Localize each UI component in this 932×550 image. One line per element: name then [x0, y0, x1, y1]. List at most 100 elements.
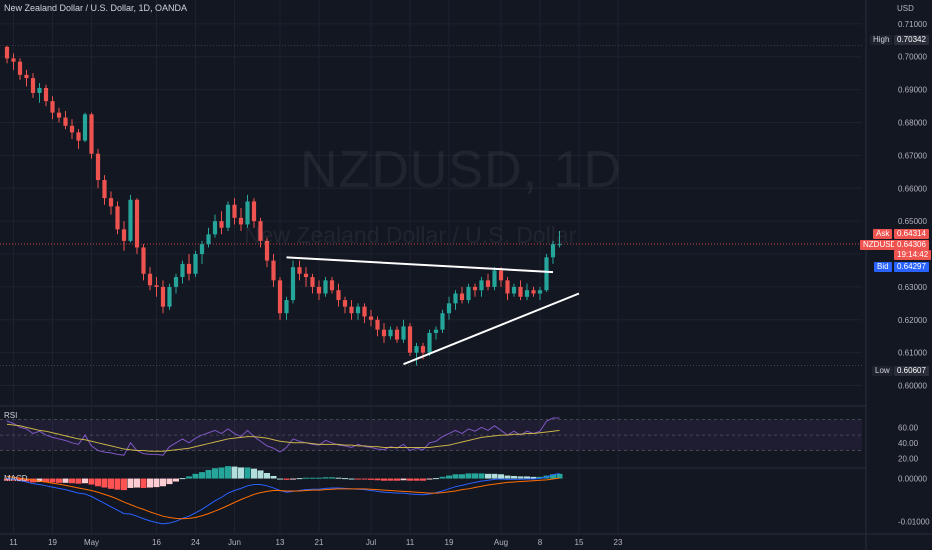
macd-label[interactable]: MACD — [4, 474, 28, 483]
macd-histogram-bar[interactable] — [88, 478, 95, 485]
macd-histogram-bar[interactable] — [446, 475, 452, 479]
candle-body[interactable] — [446, 303, 452, 314]
macd-histogram-bar[interactable] — [140, 478, 147, 488]
candle-body[interactable] — [303, 273, 309, 278]
macd-histogram-bar[interactable] — [550, 474, 556, 479]
candle-body[interactable] — [76, 132, 81, 141]
candle-body[interactable] — [199, 244, 205, 255]
macd-histogram-bar[interactable] — [205, 470, 212, 479]
candle-body[interactable] — [511, 286, 517, 294]
candle-body[interactable] — [453, 293, 458, 304]
candle-body[interactable] — [375, 319, 380, 330]
candle-body[interactable] — [186, 263, 192, 274]
candle-body[interactable] — [544, 257, 549, 291]
macd-histogram-bar[interactable] — [56, 478, 62, 483]
candle-body[interactable] — [258, 221, 263, 241]
macd-histogram-bar[interactable] — [472, 473, 478, 479]
macd-histogram-bar[interactable] — [199, 472, 205, 479]
candle-body[interactable] — [206, 234, 211, 245]
trendline[interactable] — [403, 292, 580, 366]
macd-histogram-bar[interactable] — [82, 478, 88, 484]
candle-body[interactable] — [212, 221, 218, 235]
macd-histogram-bar[interactable] — [348, 478, 355, 480]
candle-body[interactable] — [316, 286, 322, 294]
macd-histogram-bar[interactable] — [36, 478, 43, 482]
macd-histogram-bar[interactable] — [277, 478, 283, 480]
macd-histogram-bar[interactable] — [95, 478, 101, 487]
candle-body[interactable] — [108, 198, 114, 207]
candle-body[interactable] — [342, 300, 348, 307]
macd-histogram-bar[interactable] — [264, 472, 270, 479]
macd-histogram-bar[interactable] — [387, 478, 394, 481]
candle-body[interactable] — [56, 112, 62, 118]
macd-histogram-bar[interactable] — [465, 473, 472, 479]
macd-histogram-bar[interactable] — [153, 478, 160, 488]
macd-histogram-bar[interactable] — [186, 476, 192, 479]
macd-pane[interactable] — [4, 466, 563, 525]
candle-body[interactable] — [167, 286, 172, 307]
macd-histogram-bar[interactable] — [485, 473, 491, 479]
candle-body[interactable] — [537, 290, 543, 294]
candle-body[interactable] — [440, 313, 445, 330]
candle-body[interactable] — [420, 346, 426, 353]
candle-body[interactable] — [381, 329, 387, 337]
candle-body[interactable] — [459, 293, 465, 301]
candle-body[interactable] — [485, 280, 491, 287]
price-pane[interactable] — [0, 45, 862, 366]
candle-body[interactable] — [498, 270, 504, 281]
candle-body[interactable] — [472, 286, 478, 291]
candle-body[interactable] — [531, 290, 536, 294]
trendline[interactable] — [286, 256, 554, 274]
macd-histogram-bar[interactable] — [192, 473, 199, 479]
candle-body[interactable] — [37, 87, 42, 93]
candle-body[interactable] — [388, 329, 393, 337]
macd-histogram-bar[interactable] — [303, 477, 309, 479]
macd-histogram-bar[interactable] — [69, 478, 75, 484]
candle-body[interactable] — [297, 267, 302, 274]
candle-body[interactable] — [232, 204, 237, 218]
candle-body[interactable] — [225, 204, 231, 228]
macd-histogram-bar[interactable] — [537, 476, 543, 479]
candle-body[interactable] — [414, 346, 419, 353]
candle-body[interactable] — [43, 87, 49, 102]
macd-histogram-bar[interactable] — [225, 466, 231, 479]
macd-histogram-bar[interactable] — [374, 478, 381, 481]
candle-body[interactable] — [121, 229, 127, 241]
candle-body[interactable] — [238, 217, 244, 225]
symbol-title[interactable]: New Zealand Dollar / U.S. Dollar, 1D, OA… — [4, 3, 188, 13]
candle-body[interactable] — [323, 280, 328, 294]
candle-body[interactable] — [69, 125, 75, 133]
candle-body[interactable] — [284, 300, 289, 314]
macd-histogram-bar[interactable] — [517, 476, 524, 479]
macd-histogram-bar[interactable] — [134, 478, 140, 488]
time-axis[interactable]: 11 19 May 16 24 Jun 13 21 Jul 11 19 Aug 8 15 23 — [9, 538, 623, 547]
rsi-line[interactable] — [6, 417, 560, 456]
macd-histogram-bar[interactable] — [335, 477, 342, 479]
candle-body[interactable] — [492, 270, 497, 287]
candle-body[interactable] — [193, 254, 198, 274]
macd-histogram-bar[interactable] — [439, 476, 446, 479]
signal-line[interactable] — [6, 475, 560, 520]
candle-body[interactable] — [277, 280, 283, 314]
macd-histogram-bar[interactable] — [426, 478, 433, 480]
macd-histogram-bar[interactable] — [179, 478, 186, 480]
candle-body[interactable] — [329, 280, 335, 291]
macd-histogram-bar[interactable] — [166, 478, 173, 485]
price-axis[interactable]: 0.71000 0.70000 0.69000 0.68000 0.67000 0.660… — [898, 20, 930, 526]
candle-body[interactable] — [115, 206, 120, 230]
macd-histogram-bar[interactable] — [322, 477, 329, 479]
candle-body[interactable] — [518, 286, 523, 297]
macd-histogram-bar[interactable] — [524, 476, 530, 479]
candle-body[interactable] — [349, 306, 354, 314]
candle-body[interactable] — [89, 114, 94, 154]
macd-histogram-bar[interactable] — [491, 473, 498, 479]
macd-histogram-bar[interactable] — [251, 468, 257, 479]
rsi-ma-line[interactable] — [6, 423, 560, 452]
candle-body[interactable] — [557, 244, 562, 246]
candle-body[interactable] — [401, 326, 406, 340]
macd-histogram-bar[interactable] — [342, 478, 348, 480]
macd-histogram-bar[interactable] — [30, 478, 36, 483]
candle-body[interactable] — [310, 277, 315, 287]
macd-histogram-bar[interactable] — [173, 478, 179, 482]
macd-histogram-bar[interactable] — [160, 478, 166, 487]
